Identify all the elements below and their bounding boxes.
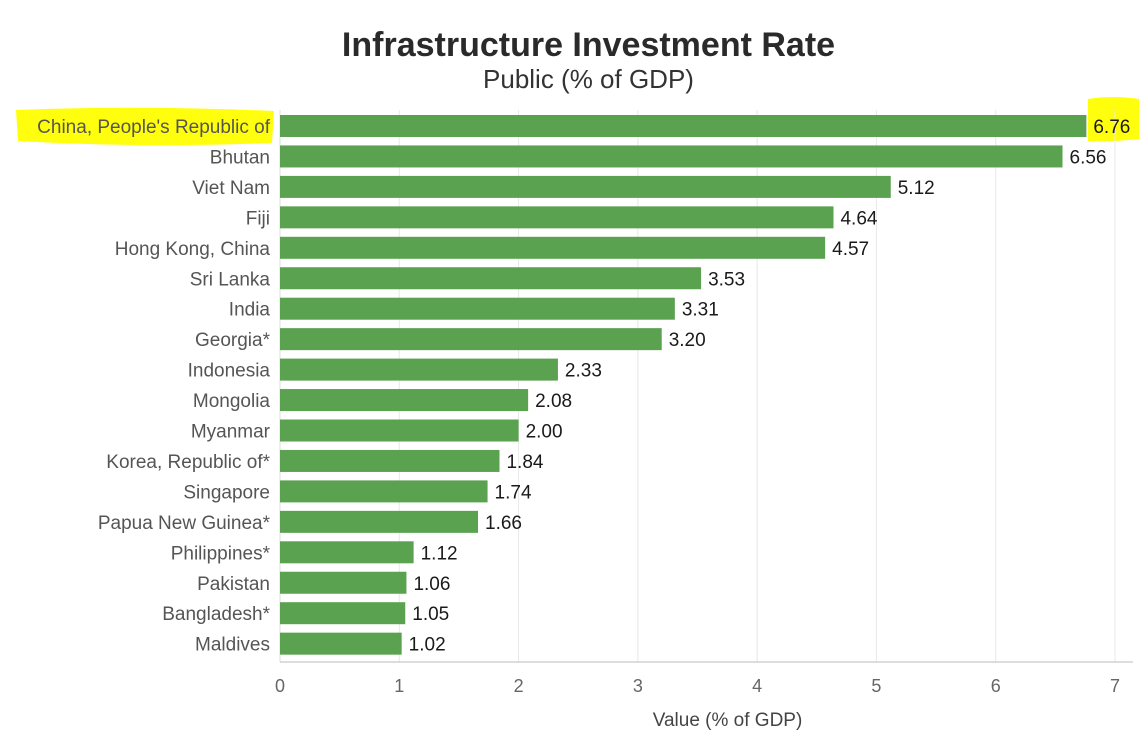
category-label: Papua New Guinea* bbox=[98, 513, 271, 534]
category-label: Maldives bbox=[195, 635, 270, 656]
category-label: China, People's Republic of bbox=[37, 117, 271, 138]
bar bbox=[280, 328, 662, 351]
category-label: Bhutan bbox=[210, 147, 270, 168]
category-label: Korea, Republic of* bbox=[106, 452, 270, 473]
x-tick-label: 2 bbox=[514, 676, 524, 696]
bar bbox=[280, 571, 407, 594]
x-tick-label: 7 bbox=[1110, 676, 1120, 696]
category-label: Georgia* bbox=[195, 330, 271, 351]
value-label: 5.12 bbox=[898, 178, 935, 199]
value-label: 1.84 bbox=[506, 452, 543, 473]
category-label: Singapore bbox=[183, 482, 270, 503]
bar bbox=[280, 297, 675, 320]
bar bbox=[280, 145, 1063, 168]
bar bbox=[280, 419, 519, 442]
x-tick-label: 4 bbox=[752, 676, 762, 696]
value-label: 2.08 bbox=[535, 391, 572, 412]
bar bbox=[280, 602, 406, 625]
value-label: 3.20 bbox=[669, 330, 706, 351]
x-tick-label: 1 bbox=[394, 676, 404, 696]
bar bbox=[280, 449, 500, 472]
bar bbox=[280, 175, 891, 198]
value-label: 3.31 bbox=[682, 300, 719, 321]
value-label: 1.74 bbox=[495, 482, 532, 503]
value-label: 2.33 bbox=[565, 361, 602, 382]
highlight-mark-value bbox=[1088, 97, 1139, 142]
value-label: 4.64 bbox=[840, 208, 877, 229]
chart-subtitle: Public (% of GDP) bbox=[483, 64, 694, 94]
value-label: 1.66 bbox=[485, 513, 522, 534]
value-label: 2.00 bbox=[526, 422, 563, 443]
value-label: 4.57 bbox=[832, 239, 869, 260]
category-label: Myanmar bbox=[191, 422, 271, 443]
bar bbox=[280, 389, 529, 412]
category-label: Viet Nam bbox=[192, 178, 270, 199]
x-tick-label: 3 bbox=[633, 676, 643, 696]
x-tick-label: 0 bbox=[275, 676, 285, 696]
x-tick-label: 6 bbox=[991, 676, 1001, 696]
category-label: Philippines* bbox=[171, 543, 271, 564]
value-label: 6.76 bbox=[1093, 117, 1130, 138]
value-label: 1.12 bbox=[421, 543, 458, 564]
category-label: India bbox=[229, 300, 271, 321]
bar bbox=[280, 115, 1087, 137]
bar bbox=[280, 632, 402, 655]
category-label: Sri Lanka bbox=[190, 269, 271, 290]
value-label: 1.05 bbox=[412, 604, 449, 625]
category-label: Hong Kong, China bbox=[115, 239, 271, 260]
category-label: Mongolia bbox=[193, 391, 271, 412]
bar bbox=[280, 267, 702, 290]
category-label: Pakistan bbox=[197, 574, 270, 595]
bar bbox=[280, 236, 826, 259]
value-label: 1.02 bbox=[409, 635, 446, 656]
x-axis-title: Value (% of GDP) bbox=[653, 710, 803, 731]
bar bbox=[280, 480, 488, 503]
chart-title: Infrastructure Investment Rate bbox=[341, 26, 836, 64]
category-label: Fiji bbox=[246, 208, 270, 229]
value-label: 6.56 bbox=[1070, 147, 1107, 168]
bar bbox=[280, 206, 834, 229]
category-label: Indonesia bbox=[188, 361, 271, 382]
category-label: Bangladesh* bbox=[162, 604, 270, 625]
highlight-mark-label bbox=[16, 107, 274, 146]
value-label: 1.06 bbox=[413, 574, 450, 595]
bar bbox=[280, 358, 558, 381]
bar bbox=[280, 541, 414, 564]
bar bbox=[280, 510, 479, 533]
value-label: 3.53 bbox=[708, 269, 745, 290]
x-tick-label: 5 bbox=[871, 676, 881, 696]
